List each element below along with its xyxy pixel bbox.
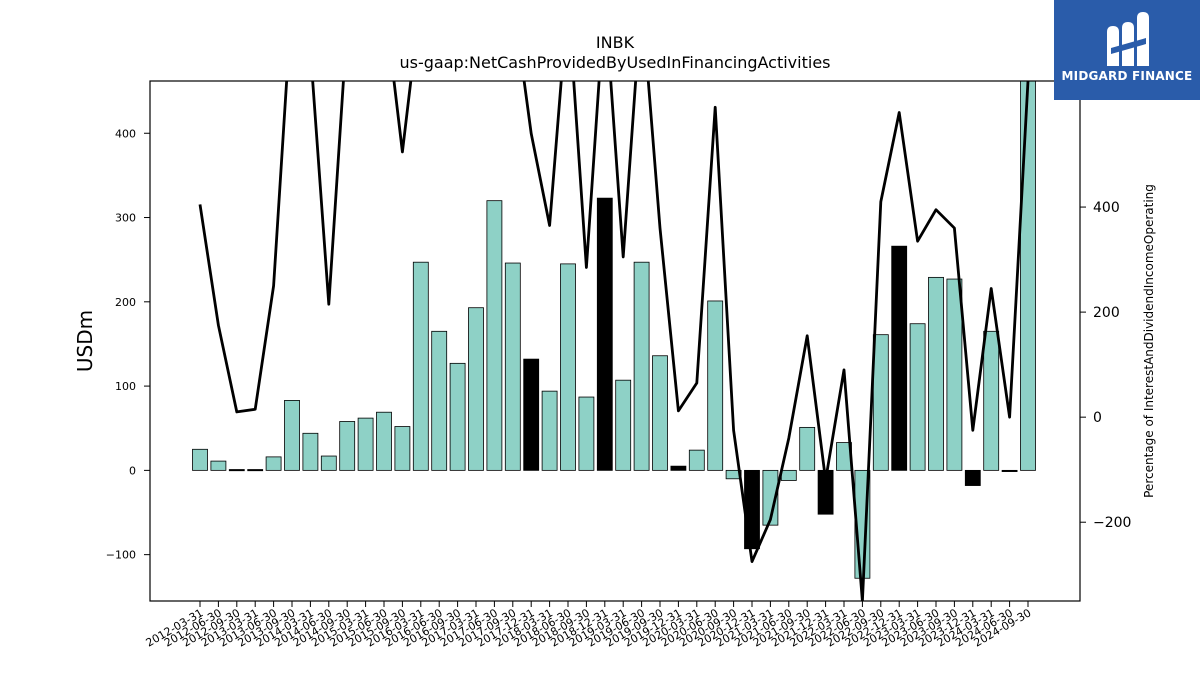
bar — [339, 421, 356, 471]
bar — [394, 426, 411, 471]
bar — [799, 426, 816, 471]
bar — [1020, 81, 1036, 471]
bar — [192, 448, 208, 471]
y-axis-label: USDm — [73, 310, 97, 372]
bar — [633, 261, 650, 471]
bar — [744, 469, 760, 550]
bar — [670, 465, 687, 471]
y2-tick-label: 400 — [1093, 200, 1120, 216]
series-line — [198, 81, 1030, 601]
bar — [964, 469, 981, 486]
bar — [320, 455, 337, 471]
y2-tick-label: 200 — [1093, 305, 1120, 321]
y-tick-label: 400 — [115, 127, 136, 140]
bar — [928, 276, 944, 471]
y-tick-label: −100 — [106, 549, 136, 562]
bar — [431, 330, 448, 471]
bar — [1001, 469, 1018, 472]
bar — [486, 200, 503, 471]
right-axis: −200 0 200 400 — [1080, 200, 1131, 531]
y2-tick-label: −200 — [1093, 515, 1131, 531]
brand-logo: MIDGARD FINANCE — [1054, 0, 1200, 100]
bar — [210, 460, 227, 471]
bar — [302, 432, 319, 471]
bar — [468, 307, 484, 471]
bar — [504, 262, 521, 471]
bar — [762, 469, 779, 526]
bar — [560, 263, 576, 471]
midgard-logo-icon — [1107, 12, 1149, 66]
y-tick-label: 200 — [115, 296, 136, 309]
line-group — [198, 81, 1030, 601]
bar — [909, 323, 926, 471]
y2-axis-label: Percentage of InterestAndDividendIncomeO… — [1142, 184, 1156, 498]
bar — [541, 390, 558, 471]
bar — [265, 456, 282, 471]
bar — [652, 355, 668, 471]
bar — [578, 396, 595, 471]
bar — [780, 469, 797, 481]
y-tick-label: 100 — [115, 380, 136, 393]
bar — [872, 334, 889, 471]
y2-tick-label: 0 — [1093, 410, 1102, 426]
y-tick-label: 300 — [115, 212, 136, 225]
bar — [376, 411, 392, 471]
bar — [523, 358, 540, 471]
y-tick-label: 0 — [129, 464, 136, 477]
bar — [412, 261, 429, 471]
bar — [983, 330, 1000, 471]
bar — [449, 362, 466, 471]
left-axis: −100 0 100 200 300 400 — [106, 127, 150, 562]
bar — [357, 417, 374, 471]
logo-text: MIDGARD FINANCE — [1061, 69, 1193, 83]
bar — [228, 469, 245, 472]
bar — [946, 278, 963, 471]
chart-subtitle: us-gaap:NetCashProvidedByUsedInFinancing… — [399, 53, 830, 72]
chart-title: INBK — [596, 33, 635, 52]
bar — [891, 245, 908, 471]
bar — [688, 449, 705, 471]
bar — [596, 197, 613, 471]
bar — [284, 400, 300, 471]
bar — [615, 379, 632, 471]
bars-group — [192, 81, 1036, 579]
x-axis: 2012-03-312012-06-302012-09-302013-03-31… — [144, 601, 1034, 650]
plot-frame — [149, 80, 1081, 602]
bar — [707, 300, 724, 471]
bar — [247, 469, 264, 472]
